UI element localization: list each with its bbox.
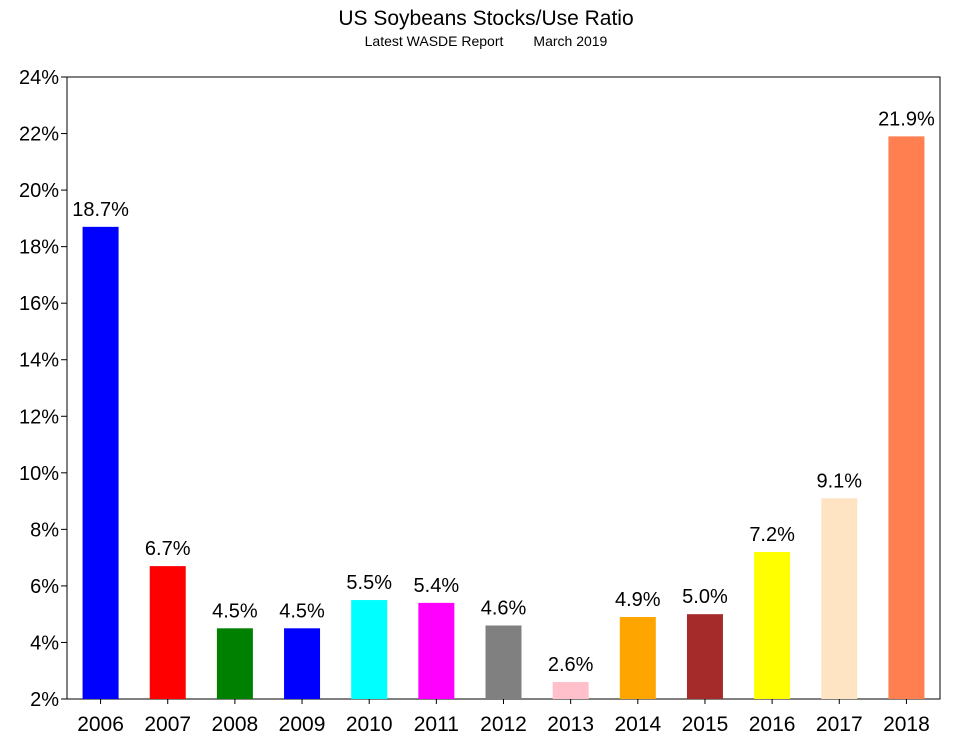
bar-2016	[754, 551, 791, 699]
bar-2013	[552, 682, 589, 699]
data-label-2013: 2.6%	[548, 654, 594, 676]
y-tick-label: 14%	[19, 350, 59, 372]
y-tick-label: 24%	[19, 67, 59, 89]
y-tick-label: 4%	[30, 632, 59, 654]
x-tick-label-2006: 2006	[77, 713, 124, 736]
bar-2011	[418, 602, 455, 699]
y-tick-label: 16%	[19, 293, 59, 315]
y-tick-label: 12%	[19, 406, 59, 428]
data-label-2014: 4.9%	[615, 589, 661, 611]
subtitle-source: Latest WASDE Report	[364, 33, 504, 49]
bar-2010	[351, 600, 388, 699]
x-tick-label-2018: 2018	[883, 713, 930, 736]
x-tick-label-2012: 2012	[480, 713, 527, 736]
chart-subtitle: Latest WASDE Report March 2019	[0, 33, 972, 49]
y-tick-label: 8%	[30, 519, 59, 541]
y-axis: 2% 4% 6% 8% 10% 12% 14% 16% 18% 20% 22% 24%	[19, 67, 67, 711]
data-label-2017: 9.1%	[816, 470, 862, 492]
chart-title: US Soybeans Stocks/Use Ratio	[338, 7, 634, 30]
x-tick-label-2015: 2015	[682, 713, 729, 736]
data-label-2016: 7.2%	[749, 524, 795, 546]
y-tick-label: 10%	[19, 463, 59, 485]
bar-2012	[485, 625, 522, 699]
bar-2015	[686, 614, 723, 699]
bar-2007	[149, 566, 186, 699]
x-axis: 2006 2007 2008 2009 2010 2011 2012 2013 2014 2015…	[77, 699, 930, 736]
data-label-2006: 18.7%	[72, 199, 129, 221]
x-tick-label-2014: 2014	[614, 713, 661, 736]
y-tick-label: 6%	[30, 576, 59, 598]
data-label-2012: 4.6%	[481, 597, 527, 619]
y-tick-label: 22%	[19, 124, 59, 146]
x-tick-label-2009: 2009	[279, 713, 326, 736]
data-label-2018: 21.9%	[878, 108, 935, 130]
data-label-2008: 4.5%	[212, 600, 258, 622]
data-label-2007: 6.7%	[145, 538, 191, 560]
bar-2008	[216, 628, 253, 699]
data-label-2011: 5.4%	[414, 575, 460, 597]
data-label-2010: 5.5%	[346, 572, 392, 594]
x-tick-label-2010: 2010	[346, 713, 393, 736]
x-tick-label-2011: 2011	[414, 713, 459, 736]
x-tick-label-2013: 2013	[547, 713, 594, 736]
bars: 18.7% 6.7% 4.5% 4.5% 5.5% 5.4% 4.6% 2.6% 4.9% 5.0…	[72, 108, 935, 699]
bar-2018	[888, 136, 925, 699]
x-tick-label-2016: 2016	[749, 713, 796, 736]
data-label-2015: 5.0%	[682, 586, 728, 608]
y-tick-label: 18%	[19, 237, 59, 259]
bar-2014	[619, 617, 656, 699]
x-tick-label-2008: 2008	[212, 713, 259, 736]
data-label-2009: 4.5%	[279, 600, 325, 622]
subtitle-date: March 2019	[533, 33, 608, 49]
bar-2006	[82, 226, 119, 699]
y-tick-label: 20%	[19, 180, 59, 202]
bar-2009	[284, 628, 321, 699]
bar-2017	[821, 498, 858, 699]
y-tick-label: 2%	[30, 689, 59, 711]
x-tick-label-2007: 2007	[144, 713, 191, 736]
x-tick-label-2017: 2017	[816, 713, 863, 736]
